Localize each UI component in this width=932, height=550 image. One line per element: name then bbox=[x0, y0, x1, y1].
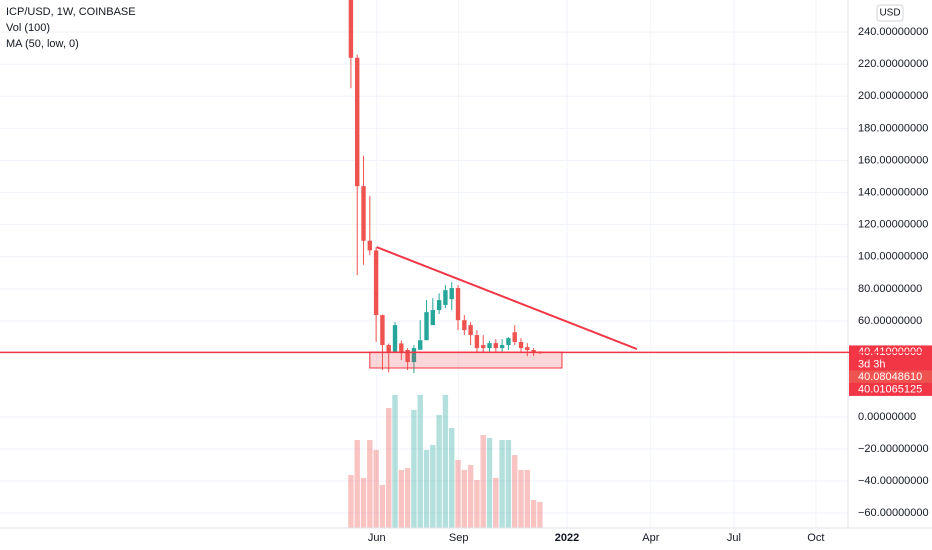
volume-bar bbox=[411, 409, 417, 528]
y2-tick-label: −40.00000000 bbox=[858, 475, 929, 487]
volume-bar bbox=[480, 435, 486, 528]
volume-bar bbox=[537, 501, 543, 528]
candle-body bbox=[405, 350, 410, 363]
volume-bar bbox=[455, 460, 461, 528]
candle-body bbox=[411, 348, 417, 363]
x-tick-label: Jul bbox=[727, 532, 741, 544]
y-tick-label: 140.00000000 bbox=[858, 186, 928, 198]
candle-body bbox=[386, 345, 391, 353]
volume-bar bbox=[518, 469, 524, 528]
candle-body bbox=[392, 325, 398, 353]
volume-bar bbox=[360, 477, 367, 528]
candle-body bbox=[361, 186, 366, 241]
x-tick-label: Jun bbox=[368, 532, 386, 544]
legend-symbol: ICP/USD, 1W, COINBASE bbox=[6, 6, 136, 18]
y-tick-label: 220.00000000 bbox=[858, 58, 928, 70]
support-zone bbox=[369, 351, 563, 369]
candle-body bbox=[367, 240, 373, 251]
candle-body bbox=[499, 345, 505, 349]
volume-bar bbox=[423, 449, 430, 528]
candle-body bbox=[512, 332, 517, 342]
x-tick-label: Sep bbox=[449, 532, 469, 544]
volume-bar bbox=[442, 394, 449, 528]
grid bbox=[0, 0, 848, 528]
plot bbox=[348, 0, 638, 528]
price-label-box bbox=[849, 382, 932, 396]
volume-bar bbox=[348, 475, 354, 528]
trend-line bbox=[376, 246, 638, 350]
candle-body bbox=[355, 57, 360, 187]
volume-bar bbox=[417, 394, 423, 528]
volume-bar bbox=[493, 477, 499, 528]
volume-bar bbox=[512, 455, 518, 528]
y-tick-label: 80.00000000 bbox=[858, 283, 922, 295]
currency-label[interactable]: USD bbox=[879, 8, 900, 19]
candle-body bbox=[518, 341, 524, 349]
volume-bar bbox=[436, 414, 442, 528]
volume-bar bbox=[379, 484, 386, 528]
volume-bar bbox=[386, 408, 392, 528]
price-label: 3d 3h bbox=[858, 358, 886, 370]
y-tick-label: 120.00000000 bbox=[858, 219, 928, 231]
y2-tick-label: 0.00000000 bbox=[858, 411, 916, 423]
y-tick-label: 160.00000000 bbox=[858, 154, 928, 166]
y2-tick-label: −20.00000000 bbox=[858, 443, 929, 455]
currency-button[interactable] bbox=[876, 4, 904, 22]
candle-body bbox=[348, 0, 354, 58]
y-tick-label: 60.00000000 bbox=[858, 315, 922, 327]
candle-body bbox=[455, 288, 461, 321]
x-tick-label: Apr bbox=[642, 532, 659, 544]
candle-body bbox=[474, 335, 480, 349]
candle-body bbox=[424, 312, 429, 341]
candle-body bbox=[525, 347, 530, 351]
candle-body bbox=[481, 345, 486, 349]
candle-body bbox=[531, 350, 536, 353]
candle-body bbox=[449, 288, 454, 300]
candle-body bbox=[506, 338, 511, 346]
price-label-box bbox=[849, 357, 932, 371]
volume-bar bbox=[505, 440, 512, 528]
volume-bar bbox=[367, 440, 373, 528]
candle-body bbox=[430, 310, 436, 326]
price-label: 40.08048610 bbox=[858, 371, 922, 383]
candle-body bbox=[487, 343, 492, 349]
volume-bar bbox=[449, 428, 455, 528]
price-label-box bbox=[849, 370, 932, 384]
volume-bar bbox=[467, 464, 474, 528]
candle-body bbox=[468, 325, 473, 336]
volume-bar bbox=[486, 437, 493, 528]
y-tick-label: 180.00000000 bbox=[858, 122, 928, 134]
volume-bar bbox=[430, 444, 436, 528]
candle-body bbox=[380, 315, 385, 346]
legend-volume: Vol (100) bbox=[6, 22, 50, 34]
candle-body bbox=[436, 300, 442, 311]
candle-body bbox=[399, 343, 404, 353]
volume-bar bbox=[474, 480, 480, 528]
candle-body bbox=[418, 340, 423, 350]
volume-bar bbox=[354, 440, 360, 528]
y2-tick-label: −60.00000000 bbox=[858, 507, 929, 519]
candle-body bbox=[462, 320, 467, 331]
volume-bar bbox=[530, 500, 537, 528]
x-tick-label: Oct bbox=[807, 532, 824, 544]
y-tick-label: 240.00000000 bbox=[858, 26, 928, 38]
axes: 240.00000000 220.00000000 200.00000000 180.… bbox=[368, 26, 932, 544]
legend-ma: MA (50, low, 0) bbox=[6, 38, 79, 50]
candle-body bbox=[443, 290, 448, 305]
volume-bar bbox=[404, 468, 411, 528]
candle-body bbox=[493, 343, 499, 349]
volume-bar bbox=[398, 469, 405, 528]
candle-body bbox=[373, 250, 379, 316]
volume-bar bbox=[461, 469, 468, 528]
volume-bar bbox=[524, 469, 531, 528]
volume-bar bbox=[373, 449, 379, 528]
y-tick-label: 200.00000000 bbox=[858, 90, 928, 102]
price-label: 40.01065125 bbox=[858, 383, 922, 395]
volume-bar bbox=[392, 394, 398, 528]
volume-bar bbox=[499, 440, 505, 528]
y-tick-label: 100.00000000 bbox=[858, 251, 928, 263]
x-tick-label: 2022 bbox=[555, 532, 579, 544]
